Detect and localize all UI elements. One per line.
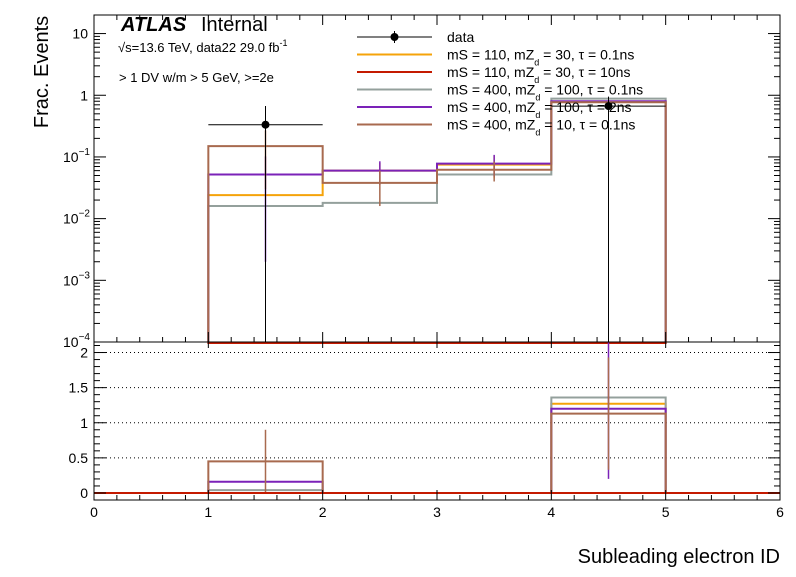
legend-data-label: data	[447, 29, 474, 45]
data-point-marker	[604, 102, 613, 111]
legend-entry-4: mS = 400, mZd = 10, τ = 0.1ns	[357, 117, 635, 138]
x-tick-label: 2	[319, 504, 327, 520]
top-y-tick-label: 10−2	[63, 209, 90, 227]
selection-label: > 1 DV w/m > 5 GeV, >=2e	[119, 70, 274, 85]
ratio-y-tick-label: 1	[80, 415, 88, 431]
legend-entry-1: mS = 110, mZd = 30, τ = 10ns	[357, 64, 630, 85]
legend-label: mS = 400, mZd = 100, τ = 0.1ns	[447, 82, 643, 103]
legend-label: mS = 400, mZd = 100, τ = 2ns	[447, 99, 631, 120]
top-y-tick-label: 10−3	[63, 270, 90, 288]
ratio-y-tick-label: 0	[80, 485, 88, 501]
y-axis-title: Frac. Events	[31, 16, 53, 128]
legend-entry-data: data	[357, 29, 474, 45]
data-point-marker	[261, 120, 270, 129]
legend-entry-3: mS = 400, mZd = 100, τ = 2ns	[357, 99, 631, 120]
x-tick-label: 5	[662, 504, 670, 520]
top-y-tick-label: 10−4	[63, 332, 90, 350]
x-tick-label: 0	[90, 504, 98, 520]
legend-label: mS = 400, mZd = 10, τ = 0.1ns	[447, 117, 635, 138]
x-tick-label: 1	[204, 504, 212, 520]
atlas-status: Internal	[201, 14, 268, 36]
ratio-y-tick-label: 2	[80, 345, 88, 361]
x-tick-label: 3	[433, 504, 441, 520]
ratio-y-tick-label: 0.5	[69, 450, 89, 466]
legend-data-marker	[390, 33, 399, 41]
top-y-tick-label: 1	[80, 87, 88, 103]
top-y-tick-label: 10	[72, 26, 88, 42]
data-points	[208, 96, 666, 342]
legend-entry-0: mS = 110, mZd = 30, τ = 0.1ns	[357, 47, 634, 68]
x-tick-label: 6	[776, 504, 784, 520]
x-axis-title: Subleading electron ID	[578, 546, 780, 568]
legend-label: mS = 110, mZd = 30, τ = 0.1ns	[447, 47, 634, 68]
x-tick-label: 4	[547, 504, 555, 520]
legend-entry-2: mS = 400, mZd = 100, τ = 0.1ns	[357, 82, 643, 103]
atlas-brand: ATLAS	[120, 14, 187, 36]
legend-label: mS = 110, mZd = 30, τ = 10ns	[447, 64, 630, 85]
series-4-ratio	[207, 357, 667, 493]
ratio-y-tick-label: 1.5	[69, 380, 89, 396]
energy-label: √s=13.6 TeV, data22 29.0 fb-1	[118, 38, 287, 55]
top-y-tick-label: 10−1	[63, 147, 90, 165]
